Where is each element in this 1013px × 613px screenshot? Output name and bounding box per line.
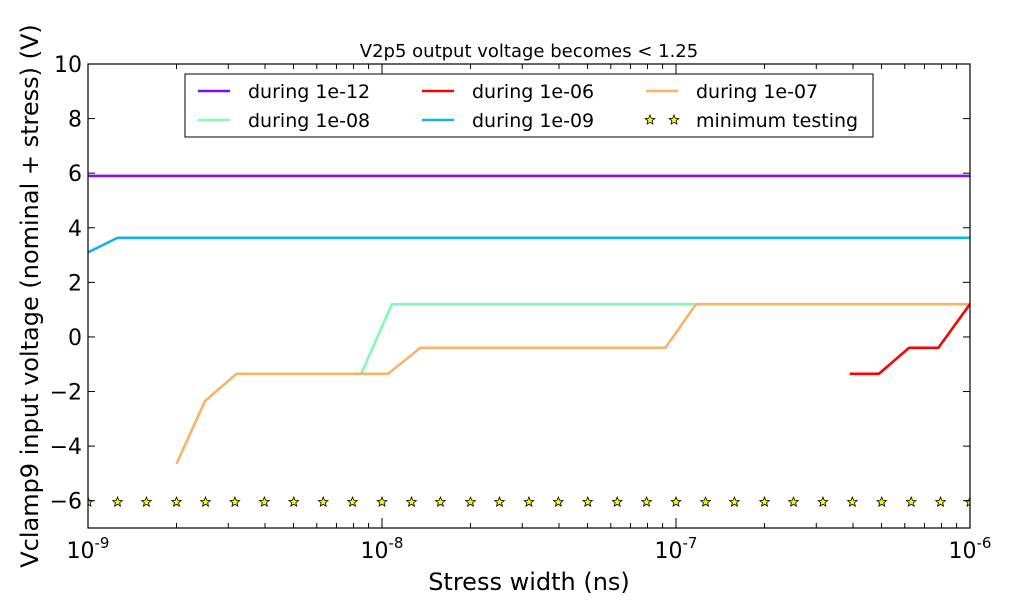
series-marker <box>287 495 300 507</box>
legend-marker <box>644 113 656 125</box>
y-tick-label: −4 <box>50 435 82 460</box>
series-marker <box>611 495 623 507</box>
legend-label: during 1e-06 <box>472 81 594 103</box>
x-axis-title: Stress width (ns) <box>428 568 630 596</box>
series-marker <box>846 495 859 507</box>
series-line <box>175 302 970 465</box>
legend-item: during 1e-09 <box>422 110 594 132</box>
legend-label: during 1e-07 <box>696 81 818 103</box>
series-3 <box>175 302 970 465</box>
legend-item: during 1e-06 <box>422 81 594 103</box>
legend-frame <box>184 73 874 138</box>
y-tick-label: 0 <box>68 326 82 351</box>
series-marker <box>552 495 565 507</box>
y-tick-label: 4 <box>68 217 82 242</box>
series-marker <box>493 495 506 507</box>
y-tick-label: −2 <box>50 381 82 406</box>
series-marker <box>758 495 771 507</box>
legend-item: minimum testing <box>644 110 858 132</box>
series-marker <box>464 495 477 507</box>
series-marker <box>199 495 212 507</box>
legend-item: during 1e-08 <box>198 110 370 132</box>
plot-frame <box>87 63 971 529</box>
x-tick-label: 10-6 <box>949 534 992 564</box>
x-tick-label: 10-9 <box>67 534 110 564</box>
legend: during 1e-12 during 1e-08 during 1e-06 duri… <box>184 73 874 138</box>
series-marker <box>934 495 947 507</box>
legend-item: during 1e-12 <box>198 81 370 103</box>
series-marker <box>817 495 829 507</box>
series-marker <box>258 495 271 507</box>
x-tick-label: 10-7 <box>655 534 698 564</box>
ticks-layer: −6 −4 −2 0 2 4 6 8 10 10-9 10-8 10-7 10-6 <box>50 53 992 564</box>
series-marker <box>787 495 800 507</box>
y-tick-label: 2 <box>68 271 82 296</box>
legend-label: minimum testing <box>696 110 858 132</box>
series-1 <box>88 236 970 254</box>
chart-title: V2p5 output voltage becomes < 1.25 <box>360 41 698 62</box>
series-marker <box>111 495 124 507</box>
y-tick-label: 10 <box>54 53 82 78</box>
series-layer <box>88 174 970 507</box>
y-axis-title: Vclamp9 input voltage (nominal + stress)… <box>16 24 44 568</box>
series-marker <box>670 495 682 507</box>
series-marker <box>376 495 388 507</box>
series-marker <box>523 495 535 507</box>
series-marker <box>229 495 241 507</box>
legend-marker <box>668 113 680 125</box>
series-4 <box>849 303 970 376</box>
legend-label: during 1e-08 <box>248 110 370 132</box>
legend-item: during 1e-07 <box>646 81 818 103</box>
series-marker <box>140 495 153 507</box>
y-tick-label: 8 <box>68 108 82 133</box>
x-tick-label: 10-8 <box>361 534 404 564</box>
series-marker <box>170 495 183 507</box>
y-tick-label: −6 <box>50 490 82 515</box>
series-marker <box>346 495 359 507</box>
series-5 <box>88 495 970 507</box>
series-marker <box>699 495 712 507</box>
y-tick-label: 6 <box>68 162 82 187</box>
series-marker <box>317 495 329 507</box>
series-line <box>849 303 970 376</box>
series-marker <box>405 495 418 507</box>
series-marker <box>728 495 741 507</box>
legend-label: during 1e-09 <box>472 110 594 132</box>
legend-label: during 1e-12 <box>248 81 370 103</box>
series-marker <box>434 495 447 507</box>
series-marker <box>905 495 917 507</box>
series-marker <box>875 495 888 507</box>
series-marker <box>640 495 653 507</box>
series-marker <box>581 495 594 507</box>
series-line <box>88 236 970 254</box>
